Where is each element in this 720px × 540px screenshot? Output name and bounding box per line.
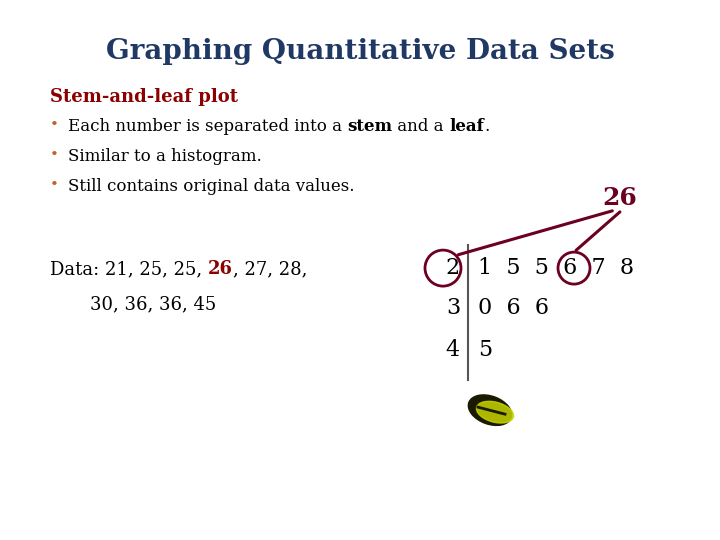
- Text: 3: 3: [446, 297, 460, 319]
- Text: Still contains original data values.: Still contains original data values.: [68, 178, 354, 195]
- Text: 26: 26: [208, 260, 233, 278]
- Text: stem: stem: [347, 118, 392, 135]
- Text: 0  6  6: 0 6 6: [478, 297, 549, 319]
- Text: 2: 2: [446, 257, 460, 279]
- Text: .: .: [484, 118, 489, 135]
- Text: ALWAYS LEARNING: ALWAYS LEARNING: [14, 517, 117, 526]
- Text: Each number is separated into a: Each number is separated into a: [68, 118, 347, 135]
- Text: 56: 56: [692, 517, 706, 526]
- Text: 30, 36, 36, 45: 30, 36, 36, 45: [90, 295, 216, 313]
- Text: Data: 21, 25, 25,: Data: 21, 25, 25,: [50, 260, 208, 278]
- Text: PEARSON: PEARSON: [600, 511, 718, 532]
- Text: 4: 4: [446, 339, 460, 361]
- Text: leaf: leaf: [449, 118, 484, 135]
- Text: Similar to a histogram.: Similar to a histogram.: [68, 148, 262, 165]
- Text: Stem-and-leaf plot: Stem-and-leaf plot: [50, 88, 238, 106]
- Ellipse shape: [468, 395, 512, 426]
- Text: 1  5  5  6  7  8: 1 5 5 6 7 8: [478, 257, 634, 279]
- Text: Graphing Quantitative Data Sets: Graphing Quantitative Data Sets: [106, 38, 614, 65]
- Text: •: •: [50, 178, 59, 192]
- Text: •: •: [50, 118, 59, 132]
- Text: 5: 5: [478, 339, 492, 361]
- Text: •: •: [50, 148, 59, 162]
- Text: Copyright © 2015, 2012, and 2009 Pearson Education, Inc.: Copyright © 2015, 2012, and 2009 Pearson…: [236, 517, 484, 526]
- Text: , 27, 28,: , 27, 28,: [233, 260, 307, 278]
- Text: 26: 26: [603, 186, 637, 210]
- Ellipse shape: [477, 401, 513, 423]
- Text: and a: and a: [392, 118, 449, 135]
